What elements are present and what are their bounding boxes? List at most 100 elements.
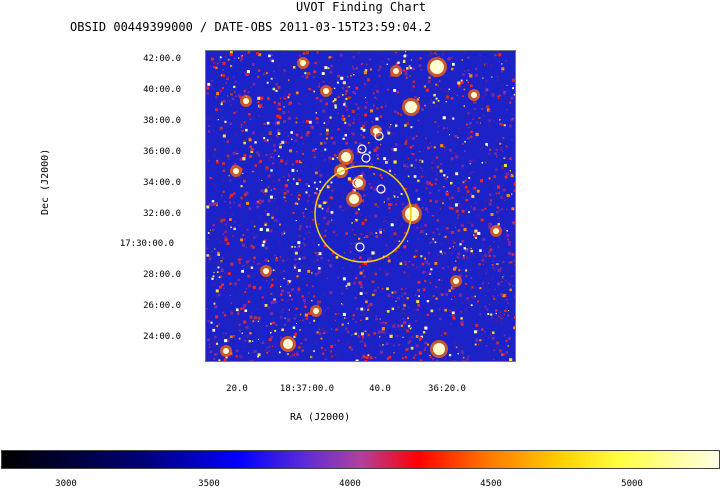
noise-pixel — [293, 66, 296, 69]
noise-pixel — [332, 212, 335, 214]
noise-pixel — [234, 91, 236, 93]
noise-pixel — [294, 251, 298, 255]
noise-pixel — [492, 110, 495, 113]
noise-pixel — [393, 195, 396, 198]
noise-pixel — [222, 270, 224, 272]
noise-pixel — [242, 79, 244, 81]
noise-pixel — [463, 247, 466, 250]
noise-pixel — [319, 181, 322, 183]
noise-pixel — [239, 59, 242, 62]
noise-pixel — [352, 68, 354, 70]
y-tick-label: 32:00.0 — [143, 209, 181, 219]
noise-pixel — [315, 192, 318, 195]
noise-pixel — [472, 118, 475, 120]
noise-pixel — [500, 317, 502, 319]
source-circle — [352, 178, 362, 188]
noise-pixel — [243, 311, 247, 315]
noise-pixel — [426, 313, 429, 316]
noise-pixel — [295, 117, 298, 120]
noise-pixel — [231, 289, 233, 291]
noise-pixel — [207, 338, 210, 342]
noise-pixel — [276, 136, 279, 138]
noise-pixel — [238, 323, 241, 326]
noise-pixel — [350, 265, 352, 267]
noise-pixel — [440, 293, 444, 297]
noise-pixel — [368, 349, 371, 352]
noise-pixel — [504, 235, 508, 239]
noise-pixel — [206, 301, 210, 305]
noise-pixel — [501, 296, 504, 299]
noise-pixel — [379, 321, 382, 325]
noise-pixel — [379, 336, 381, 338]
noise-pixel — [473, 108, 476, 111]
noise-pixel — [248, 265, 251, 268]
noise-pixel — [457, 126, 461, 131]
noise-pixel — [412, 80, 415, 83]
noise-pixel — [452, 92, 456, 96]
noise-pixel — [273, 70, 275, 73]
noise-pixel — [481, 249, 483, 251]
noise-pixel — [429, 273, 431, 275]
noise-pixel — [220, 219, 224, 223]
noise-pixel — [305, 317, 308, 320]
noise-pixel — [496, 211, 499, 214]
noise-pixel — [392, 131, 396, 135]
noise-pixel — [475, 339, 479, 342]
noise-pixel — [305, 75, 309, 79]
noise-pixel — [284, 189, 286, 191]
noise-pixel — [482, 77, 484, 79]
noise-pixel — [446, 227, 449, 230]
noise-pixel — [408, 260, 411, 263]
noise-pixel — [387, 256, 390, 259]
noise-pixel — [253, 256, 256, 260]
noise-pixel — [470, 304, 473, 307]
noise-pixel — [504, 172, 506, 174]
noise-pixel — [367, 265, 369, 267]
noise-pixel — [488, 222, 491, 226]
noise-pixel — [391, 148, 394, 151]
noise-pixel — [473, 234, 475, 236]
noise-pixel — [389, 74, 392, 77]
noise-pixel — [354, 332, 357, 335]
noise-pixel — [320, 216, 323, 219]
noise-pixel — [395, 203, 397, 206]
noise-pixel — [506, 97, 509, 100]
noise-pixel — [465, 199, 468, 202]
noise-pixel — [418, 86, 421, 89]
sky-image[interactable] — [205, 50, 516, 362]
noise-pixel — [352, 116, 354, 118]
noise-pixel — [216, 92, 220, 96]
noise-pixel — [443, 146, 446, 149]
noise-pixel — [509, 170, 511, 172]
noise-pixel — [365, 194, 368, 197]
noise-pixel — [382, 160, 385, 162]
noise-pixel — [403, 231, 406, 234]
noise-pixel — [215, 353, 218, 356]
noise-pixel — [396, 190, 400, 193]
noise-pixel — [350, 345, 353, 348]
noise-pixel — [499, 122, 502, 126]
noise-pixel — [417, 288, 421, 292]
noise-pixel — [221, 101, 223, 103]
noise-pixel — [505, 231, 508, 234]
noise-pixel — [207, 82, 211, 86]
noise-pixel — [223, 211, 226, 214]
noise-pixel — [430, 268, 433, 271]
noise-pixel — [465, 270, 467, 273]
noise-pixel — [323, 234, 327, 238]
noise-pixel — [499, 191, 501, 193]
noise-pixel — [292, 211, 295, 214]
noise-pixel — [264, 348, 267, 352]
noise-pixel — [315, 112, 317, 114]
noise-pixel — [429, 191, 432, 195]
noise-pixel — [420, 160, 424, 163]
noise-pixel — [279, 279, 281, 281]
noise-pixel — [220, 294, 222, 296]
star — [405, 101, 417, 113]
noise-pixel — [330, 211, 334, 214]
noise-pixel — [244, 339, 247, 342]
noise-pixel — [515, 296, 516, 297]
noise-pixel — [274, 77, 276, 79]
noise-pixel — [254, 67, 257, 70]
noise-pixel — [453, 241, 456, 244]
